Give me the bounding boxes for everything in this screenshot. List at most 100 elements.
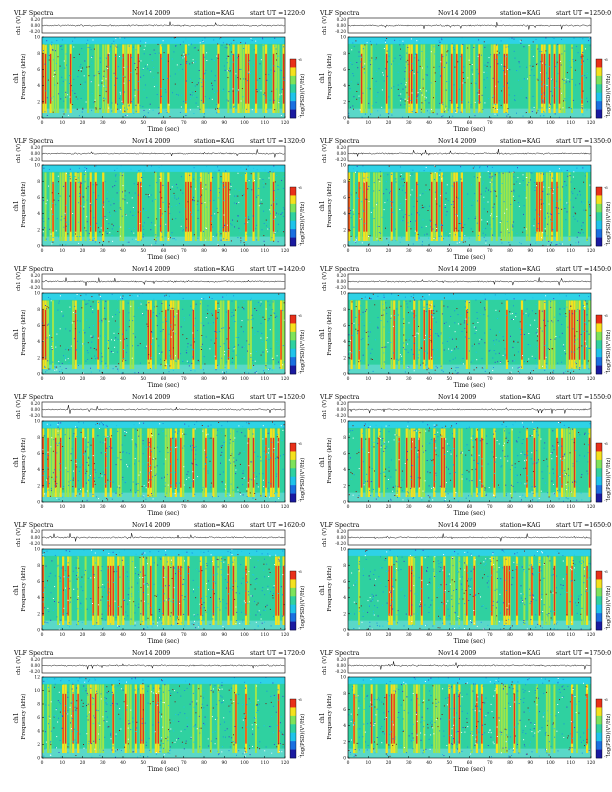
burst-column [64,44,67,114]
spectrogram-speckle [211,313,213,315]
spectrogram-speckle [552,37,554,39]
spectrogram-speckle [143,75,145,77]
spectrogram-speckle [55,366,56,368]
spectrogram-speckle [257,482,259,484]
spectrogram-speckle [388,241,390,243]
spectrogram-speckle [211,98,213,100]
spectrogram-speckle [56,333,58,335]
spectrogram-speckle [419,487,421,489]
spectrogram-speckle [101,79,103,81]
spectrogram-speckle [235,52,237,54]
burst-column [227,44,230,114]
spectrogram-speckle [199,42,201,44]
spectrogram-speckle [407,492,409,494]
spectrogram-speckle [460,56,462,58]
spectrogram-speckle [119,97,120,99]
x-tick-label: 80 [201,505,207,510]
spectrogram-speckle [165,435,167,437]
spectrogram-speckle [83,196,85,198]
spectrogram-speckle [445,214,447,216]
spectrogram-speckle [218,169,220,171]
spectrogram-speckle [537,109,539,111]
spectrogram-speckle [497,318,498,319]
spectrogram-speckle [194,428,196,430]
spectrogram-speckle [358,213,360,215]
spectrogram-speckle [523,205,525,207]
spectrogram-speckle [46,306,48,308]
spectrogram-speckle [139,45,141,47]
spectrogram-speckle [495,353,497,355]
spectrogram-speckle [158,52,160,54]
spectrogram-speckle [83,208,85,210]
spectrogram-speckle [115,211,117,213]
spectrogram-speckle [563,372,565,374]
spectrogram-speckle [364,423,366,425]
spectrogram-speckle [434,490,436,492]
spectrogram-speckle [559,302,561,304]
spectrogram-speckle [245,479,247,481]
spectrogram-speckle [360,218,362,220]
spectrogram-speckle [282,345,284,347]
burst-column [67,428,70,498]
spectrogram-speckle [496,109,498,110]
spectrogram-speckle [500,466,502,468]
spectrogram-speckle [571,367,573,369]
spectrogram-speckle [197,49,199,51]
spectrogram-speckle [58,361,60,362]
spectrogram-speckle [78,115,80,117]
colorbar-tick-label: -6 [604,313,608,318]
spectrogram-speckle [173,51,175,53]
spectrogram-speckle [182,41,184,43]
spectrogram-speckle [478,488,480,490]
spectrogram-speckle [571,351,572,353]
spectrogram-speckle [82,196,84,198]
burst-core [538,309,541,360]
spectrogram-speckle [237,57,238,59]
spectrogram-speckle [88,195,90,197]
spectrogram-speckle [139,471,141,473]
spectrogram-speckle [434,179,435,181]
spectrogram-speckle [546,342,548,344]
spectrogram-speckle [481,219,483,221]
spectrogram-speckle [56,497,58,499]
spectrogram-speckle [229,189,231,191]
spectrogram-speckle [214,75,216,77]
spectrogram-speckle [565,488,567,490]
spectrogram-speckle [234,465,236,467]
spectrogram-speckle [543,186,545,188]
spectrogram-speckle [64,434,66,436]
spectrogram-speckle [373,207,375,209]
spectrogram-speckle [533,171,535,173]
burst-column [117,428,120,498]
spectrogram-speckle [90,305,92,307]
spectrogram-speckle [171,232,173,234]
y-tick-label: 4 [37,468,40,473]
spectrogram-speckle [519,40,521,42]
spectrogram-speckle [523,229,525,231]
spectrogram-speckle [58,363,60,365]
colorbar-segment [290,348,296,358]
spectrogram-speckle [542,203,544,205]
spectrogram-speckle [278,66,280,68]
spectrogram-speckle [274,181,276,183]
spectrogram-speckle [352,430,354,431]
spectrogram-speckle [193,175,195,177]
spectrogram-speckle [52,182,54,184]
spectrogram-speckle [410,448,412,450]
spectrogram-speckle [154,53,156,54]
burst-core [543,309,546,360]
spectrogram-speckle [396,490,398,492]
spectrogram-speckle [442,175,444,177]
spectrogram-background [42,37,285,118]
spectrogram-speckle [415,220,417,222]
spectrogram-speckle [101,475,103,477]
spectrogram-speckle [158,113,159,115]
spectrogram-speckle [282,230,284,232]
spectrogram-speckle [146,309,148,311]
spectrogram-speckle [401,236,403,238]
spectrogram-speckle [507,82,508,84]
spectrogram-speckle [502,336,504,338]
spectrogram-speckle [136,172,138,174]
spectrogram-speckle [109,211,111,213]
spectrogram-speckle [274,423,276,425]
